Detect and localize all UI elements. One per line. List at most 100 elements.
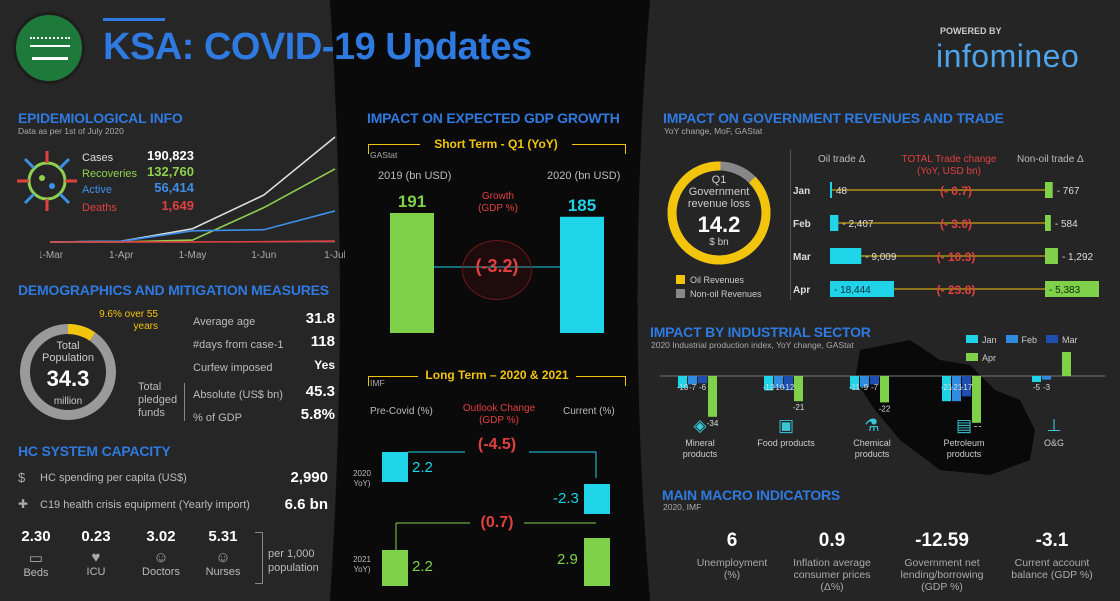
month-label: Mar: [793, 252, 811, 263]
nonoil-bar: [1045, 248, 1058, 264]
rev-loss-value: 14.2: [697, 212, 741, 237]
pop-value: 34.3: [46, 366, 90, 391]
oil-value: - 2,407: [842, 219, 874, 230]
pre2021-box: [382, 550, 408, 586]
hc-per-label: per 1,000 population: [268, 548, 319, 574]
demo-row-value: 118: [310, 333, 335, 350]
ind-bar: [952, 376, 961, 402]
rev-loss-unit: $ bn: [709, 237, 729, 248]
epi-stats: Cases 190,823 Recoveries 132,760 Active 56,…: [82, 148, 194, 214]
ind-bar: [880, 376, 889, 403]
hc-item-beds: 2.30 ▭ Beds: [14, 528, 58, 579]
demo-row: Curfew imposed Yes: [193, 358, 335, 381]
x-tick-label: 1-Jun: [251, 250, 276, 261]
ind-bar: [698, 376, 707, 384]
flag-icon: [13, 12, 85, 84]
cur2021-box: [584, 538, 610, 586]
x-tick-label: 1-Mar: [40, 250, 64, 261]
month-label: Apr: [793, 285, 810, 296]
ind-bar: [764, 376, 773, 391]
rev-legend: Oil Revenues Non-oil Revenues: [676, 275, 762, 303]
ind-bar-label: -3: [1043, 383, 1051, 392]
ind-bar: [1032, 376, 1041, 382]
hc-item-label: Doctors: [142, 566, 180, 578]
sector-icon: ▣: [777, 416, 795, 435]
series-line-cases: [49, 136, 336, 243]
col-total-label: TOTAL Trade change (YoY, USD bn): [901, 154, 997, 177]
month-label: Jan: [793, 186, 810, 197]
macro-value: -3.1: [1035, 530, 1069, 551]
ind-bar: [942, 376, 951, 402]
sector-item: ⊥ O&G: [1024, 416, 1084, 449]
demo-row: #days from case-1 118: [193, 333, 335, 358]
imf-label: IMF: [370, 378, 385, 388]
oil-bar: [830, 182, 832, 198]
oil-value: - 9,009: [865, 252, 897, 263]
funds-row: Absolute (US$ bn) 45.3: [193, 383, 335, 408]
brand-logo: infomineo: [936, 38, 1080, 74]
demo-row-label: Average age: [193, 316, 256, 328]
hc-bracket: [255, 532, 263, 584]
stat-label: Deaths: [82, 202, 117, 214]
gdp-bar-2019: [390, 213, 434, 333]
hc-item-label: Nurses: [205, 566, 241, 578]
nonoil-bar: [1045, 215, 1051, 231]
hc-equip-label: C19 health crisis equipment (Yearly impo…: [40, 499, 250, 511]
ind-bar-label: -11: [849, 383, 861, 392]
legend-item: Apr: [966, 353, 996, 363]
ind-bar-label: -22: [879, 404, 891, 413]
change2021-value: (0.7): [470, 514, 524, 532]
macro-value: -12.59: [915, 530, 969, 551]
pre-covid-label: Pre-Covid (%): [370, 406, 433, 417]
sector-label: Mineral products: [682, 438, 718, 459]
pop-unit: million: [53, 396, 83, 407]
long-term-label: Long Term – 2020 & 2021: [418, 368, 576, 382]
macro-label: Current account balance (GDP %): [1011, 557, 1093, 581]
donut-slice-over55: [67, 324, 96, 341]
pre2020-value: 2.2: [412, 459, 433, 476]
funds-row-value: 5.8%: [300, 406, 335, 423]
macro-label: Government net lending/borrowing (GDP %): [900, 557, 984, 593]
ind-bar-label: -10: [677, 383, 689, 392]
hc-spending-label: HC spending per capita (US$): [40, 472, 187, 484]
macro-item: -3.1 Current account balance (GDP %): [992, 530, 1112, 581]
gastat-label: GAStat: [370, 150, 398, 160]
year2021-label: 2021 YoY): [353, 555, 371, 574]
bed-icon: ▭: [28, 550, 44, 567]
industrial-bar-chart: -10 -7 -6-34-12-10-12-21-11 -9 -7-22-21-21-1…: [660, 352, 1105, 427]
demo-title: DEMOGRAPHICS AND MITIGATION MEASURES: [18, 282, 329, 298]
year2020-label: 2020 YoY): [353, 469, 371, 488]
ind-bar-label: -7: [689, 383, 697, 392]
total-change: (- 23.8): [937, 283, 976, 297]
over55-label: 9.6% over 55 years: [99, 309, 158, 332]
oil-value: 48: [836, 186, 848, 197]
hc-title: HC SYSTEM CAPACITY: [18, 443, 171, 459]
ind-bar-label: -12: [763, 383, 775, 392]
month-label: Feb: [793, 219, 811, 230]
stat-value: 132,760: [147, 164, 194, 179]
x-tick-label: 1-May: [179, 250, 207, 261]
nonoil-value: - 584: [1055, 219, 1078, 230]
nonoil-bar: [1045, 182, 1053, 198]
pop-label: Total Population: [42, 340, 94, 364]
demo-row-label: #days from case-1: [193, 339, 284, 351]
change2020-value: (-4.5): [465, 436, 529, 454]
stat-active: Active 56,414: [82, 180, 194, 196]
ind-bar: [794, 376, 803, 402]
virus-icon: [17, 151, 77, 211]
sector-labels: ◈ Mineral products ▣ Food products ⚗ Chemical…: [660, 416, 1105, 476]
legend-item: Oil Revenues: [676, 275, 762, 289]
stat-label: Active: [82, 184, 112, 196]
pre2020-box: [382, 452, 408, 482]
stat-recoveries: Recoveries 132,760: [82, 164, 194, 180]
ind-sub: 2020 Industrial production index, YoY ch…: [651, 340, 854, 350]
dollar-icon: $: [18, 470, 26, 485]
macro-items: 6 Unemployment (%) 0.9 Inflation average c…: [672, 530, 1112, 600]
epi-sub: Data as per 1st of July 2020: [18, 126, 124, 136]
ind-bar-label: -21: [941, 383, 953, 392]
funds-row: % of GDP 5.8%: [193, 406, 335, 431]
sector-icon: ⚗: [864, 416, 880, 435]
hc-item-nurses: 5.31 ☺ Nurses: [198, 528, 248, 578]
powered-by: POWERED BY: [940, 26, 1002, 36]
hc-item-value: 5.31: [208, 528, 238, 545]
